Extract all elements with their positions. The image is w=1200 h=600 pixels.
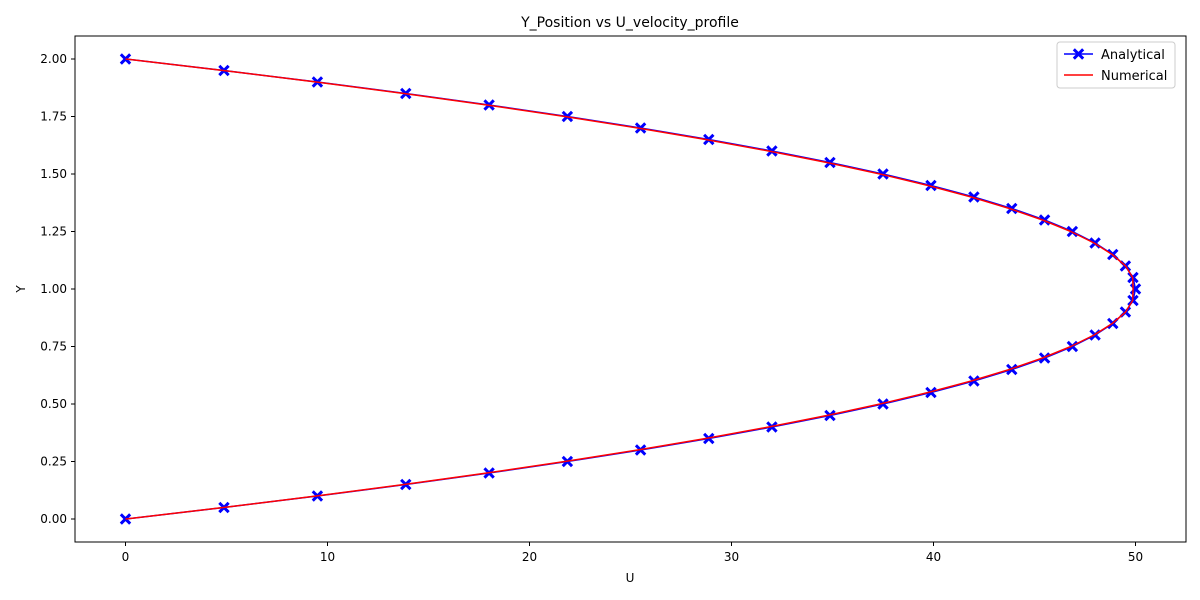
plot-area-frame [74,35,1187,543]
y-tick-label: 0.25 [40,455,67,469]
y-tick-label: 2.00 [40,52,67,66]
x-tick-label: 20 [522,550,537,564]
x-axis-label: U [626,571,635,585]
y-tick-label: 0.00 [40,512,67,526]
y-axis-label: Y [14,285,28,294]
analytical-marker [968,375,980,387]
y-axis: 0.00 0.25 0.50 0.75 1.00 1.25 1.50 1.75 2.00 [40,52,75,526]
legend: Analytical Numerical [1056,41,1176,89]
analytical-line [125,58,1137,520]
numerical-line [125,58,1134,520]
x-tick-label: 0 [122,550,130,564]
y-tick-label: 1.50 [40,167,67,181]
y-tick-label: 0.75 [40,340,67,354]
analytical-series [119,53,1142,525]
legend-label-analytical: Analytical [1101,48,1165,63]
y-tick-label: 1.75 [40,110,67,124]
y-tick-label: 1.25 [40,225,67,239]
y-tick-label: 1.00 [40,282,67,296]
x-axis: 0 10 20 30 40 50 [122,542,1143,564]
numerical-series [125,58,1134,520]
x-tick-label: 30 [724,550,739,564]
y-tick-label: 0.50 [40,397,67,411]
analytical-marker [925,386,937,399]
analytical-marker [1072,48,1085,60]
analytical-marker [925,179,937,192]
x-tick-label: 10 [320,550,335,564]
x-tick-label: 50 [1128,550,1143,564]
analytical-marker [968,191,980,203]
legend-label-numerical: Numerical [1101,69,1167,84]
chart-title: Y_Position vs U_velocity_profile [520,15,739,31]
series-layer [119,53,1142,525]
x-tick-label: 40 [926,550,941,564]
